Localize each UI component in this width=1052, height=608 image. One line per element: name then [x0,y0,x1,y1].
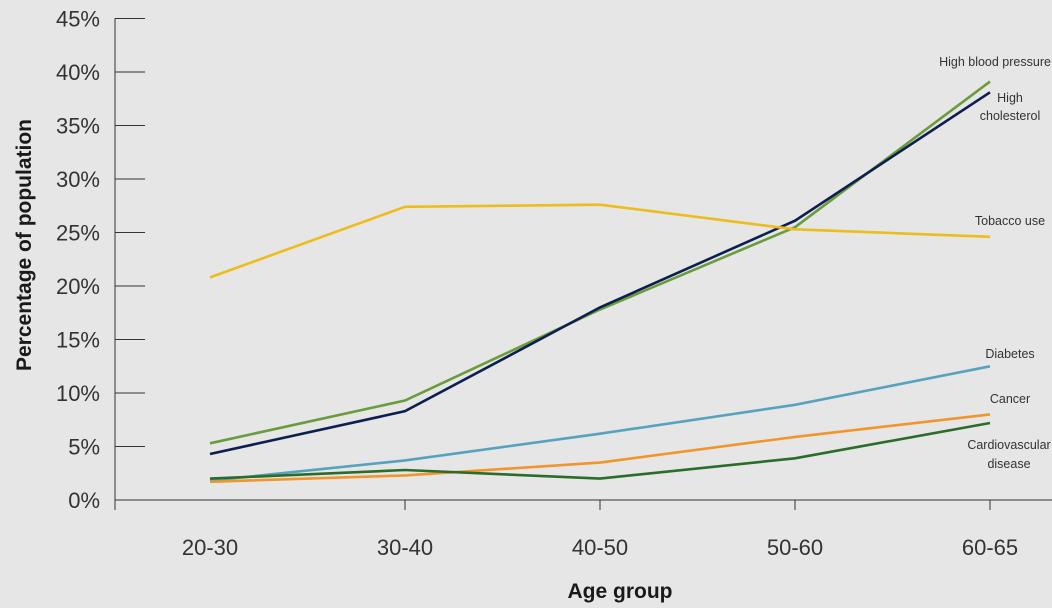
series-label-cancer: Cancer [990,392,1030,406]
series-line-tobacco-use [209,203,991,279]
y-tick-label: 40% [56,60,100,85]
series-labels: High blood pressure High cholesterol Tobacc… [939,55,1051,471]
x-tick-label: 40-50 [572,535,628,560]
y-tick-label: 0% [68,488,100,513]
y-tick-label: 30% [56,167,100,192]
x-tick-label: 60-65 [962,535,1018,560]
y-tick-label: 45% [56,7,100,32]
series-line-cardiovascular-disease [209,421,991,480]
series-label-high-blood-pressure: High blood pressure [939,55,1051,69]
y-axis-ticks: 0% 5% 10% 15% 20% 25% 30% 35% 40% 45% [56,7,145,513]
y-axis-title: Percentage of population [13,119,36,371]
y-tick-label: 5% [68,435,100,460]
series-line-cancer [209,413,991,484]
x-tick-label: 20-30 [182,535,238,560]
series-label-cardiovascular-disease: disease [987,457,1030,471]
series-label-diabetes: Diabetes [985,347,1034,361]
series-label-high-cholesterol: High [997,91,1023,105]
series-label-tobacco-use: Tobacco use [975,214,1045,228]
y-tick-label: 15% [56,328,100,353]
series-line-high-cholesterol [209,91,991,456]
y-tick-label: 35% [56,114,100,139]
series-label-cardiovascular-disease: Cardiovascular [967,438,1050,452]
x-axis-title: Age group [568,580,673,603]
x-tick-label: 50-60 [767,535,823,560]
y-tick-label: 25% [56,221,100,246]
series-label-high-cholesterol: cholesterol [980,109,1040,123]
y-tick-label: 10% [56,381,100,406]
x-axis-ticks: 20-30 30-40 40-50 50-60 60-65 [182,500,1018,560]
series-lines [209,80,991,484]
y-tick-label: 20% [56,274,100,299]
series-line-diabetes [209,365,991,482]
x-tick-label: 30-40 [377,535,433,560]
